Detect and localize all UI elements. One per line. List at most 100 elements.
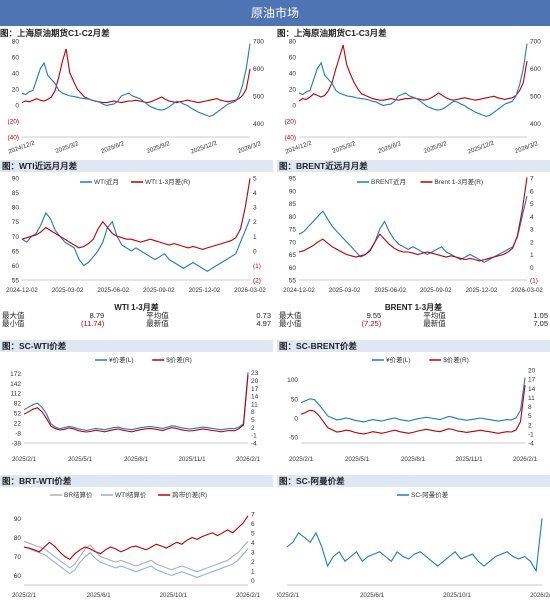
chart-sc-c1-c2: 80 60 40 20 0 (20) (40) 700 600 500 400 2024/12/2 20… <box>7 39 264 156</box>
y-tick-label: 0 <box>15 103 19 110</box>
legend-label: WTI结算价 <box>115 490 147 499</box>
y-tick-label: 100 <box>287 377 298 384</box>
x-tick-label: 2025/6/1 <box>360 592 385 599</box>
x-tick-label: 2025/2/1 <box>277 592 300 599</box>
chart-brt-wti: 90 80 70 60 7 6 5 4 3 2 1 0 2025/2/1 2025/6/1 2025/10/… <box>12 490 261 599</box>
y-tick-label: 60 <box>289 55 297 62</box>
y-right-tick-label: -1 <box>528 431 534 438</box>
x-tick-label: 2025/12/2 <box>190 139 219 155</box>
y-tick-label: 55 <box>289 278 297 285</box>
y-right-tick-label: 3 <box>251 549 255 556</box>
panel-title: 图：SC-WTI价差 <box>0 340 273 352</box>
y-tick-label: 85 <box>289 201 297 208</box>
stat-label: 最新值 <box>423 319 446 328</box>
y-tick-label: 70 <box>12 234 20 241</box>
y-right-tick-label: 20 <box>251 378 259 385</box>
series-line-0 <box>21 211 251 272</box>
y-right-tick-label: 2 <box>251 425 255 432</box>
x-tick-label: 2026/3/2 <box>514 140 540 155</box>
y-tick-label: 82 <box>14 401 22 408</box>
series-line-1 <box>298 177 528 262</box>
series-line-0 <box>21 48 251 104</box>
stat-value: 4.97 <box>256 319 271 328</box>
y-right-tick-label: 7 <box>251 511 255 518</box>
y-right-tick-label: 17 <box>251 386 259 393</box>
x-tick-label: 2026/2/1 <box>236 456 261 463</box>
y-right-tick-label: (1) <box>530 278 538 285</box>
y-tick-label: 20 <box>289 87 297 94</box>
y-tick-label: 40 <box>12 71 20 78</box>
y-tick-label: 52 <box>14 411 22 418</box>
stat-label: 平均值 <box>423 311 446 320</box>
stat-value: 9.55 <box>366 311 382 320</box>
x-tick-label: 2025-12-02 <box>189 287 221 294</box>
y-tick-label: 60 <box>289 265 297 272</box>
y-right-tick-label: 14 <box>528 386 536 393</box>
stats-row: 最小值 (7.25) 最新值 7.05 <box>277 320 550 328</box>
y-right-tick-label: 5 <box>251 530 255 537</box>
panel-sc-brent: 图：SC-BRENT价差 100 50 0 -50 20 17 14 11 8 5 2 -1 -4 202… <box>277 340 550 470</box>
panel-sc-c1-c2: 图：上海原油期货C1-C2月差 80 60 40 20 0 (20) (40) 700 600 5… <box>0 27 273 157</box>
y-right-tick-label: 0 <box>251 578 255 585</box>
y-right-tick-label: 700 <box>253 39 264 46</box>
x-tick-label: 2026/2/1 <box>236 592 261 599</box>
series-line-1 <box>23 375 249 433</box>
stats-row: 最小值 (11.74) 最新值 4.97 <box>0 320 273 328</box>
legend-label: 跨市价差(R) <box>172 490 207 499</box>
series-line-1 <box>300 385 526 435</box>
y-tick-label: 80 <box>289 39 297 46</box>
x-tick-label: 2025/11/1 <box>455 456 483 463</box>
y-right-tick-label: 1 <box>253 234 257 241</box>
y-right-tick-label: 2 <box>253 219 257 226</box>
legend-label: WTI 1-3月差(R) <box>145 177 190 186</box>
y-tick-label: 142 <box>10 381 21 388</box>
y-tick-label: 60 <box>12 55 20 62</box>
y-right-tick-label: 6 <box>530 188 534 195</box>
legend-label: BRENT近月 <box>371 177 406 186</box>
x-tick-label: 2025/5/1 <box>345 456 370 463</box>
legend-label: ¥价差(L) <box>109 355 134 364</box>
x-tick-label: 2025/6/1 <box>87 592 112 599</box>
y-tick-label: 80 <box>14 535 22 542</box>
y-right-tick-label: -1 <box>251 433 257 440</box>
legend-label: Brent 1-3月差(R) <box>434 177 483 186</box>
stat-label: 最新值 <box>146 319 169 328</box>
x-tick-label: 2024/12/2 <box>284 139 313 155</box>
y-right-tick-label: 400 <box>253 121 264 128</box>
brent-stats-table: 最大值 9.55 平均值 1.05 最小值 (7.25) 最新值 7.05 <box>277 312 550 328</box>
x-tick-label: 2025/12/2 <box>467 139 496 155</box>
wti-stats-table: 最大值 8.79 平均值 0.73 最小值 (11.74) 最新值 4.97 <box>0 312 273 328</box>
y-tick-label: -50 <box>289 435 299 442</box>
y-right-tick-label: 17 <box>528 377 536 384</box>
y-right-tick-label: 6 <box>251 521 255 528</box>
stat-value: (7.25) <box>361 319 382 328</box>
x-tick-label: 2024/12/2 <box>7 139 36 155</box>
series-line-0 <box>298 195 528 263</box>
y-right-tick-label: (2) <box>253 278 261 285</box>
x-tick-label: 2025-03-02 <box>52 287 84 294</box>
x-tick-label: 2026/3/2 <box>237 140 263 155</box>
x-tick-label: 2025/2/1 <box>12 592 37 599</box>
x-tick-label: 2026/2/1 <box>513 456 538 463</box>
y-tick-label: 65 <box>12 248 20 255</box>
x-tick-label: 2024-12-02 <box>283 287 315 294</box>
panel-brent-spread: 图：BRENT近远月月差 95 90 85 80 75 70 65 60 55 7 6 5 4 3 2 1 0(… <box>277 160 550 300</box>
y-right-tick-label: 2 <box>528 422 532 429</box>
x-tick-label: 2025/11/1 <box>178 456 206 463</box>
stat-value: 7.05 <box>533 319 548 328</box>
y-tick-label: 80 <box>289 214 297 221</box>
y-right-tick-label: 3 <box>253 205 257 212</box>
y-right-tick-label: -4 <box>528 441 534 448</box>
stat-label: 最小值 <box>2 319 25 328</box>
y-right-tick-label: 5 <box>251 417 255 424</box>
y-tick-label: -8 <box>15 431 21 438</box>
y-tick-label: 172 <box>10 371 21 378</box>
chart-sc-oman: 2025/2/1 2025/6/1 2025/10/1 2026/2/1 SC-阿曼价差 <box>277 490 550 599</box>
series-line-0 <box>300 377 526 423</box>
y-right-tick-label: 4 <box>253 190 257 197</box>
y-tick-label: 80 <box>12 205 20 212</box>
y-right-tick-label: 11 <box>251 401 258 408</box>
series-line-0 <box>298 44 528 102</box>
y-tick-label: 0 <box>294 416 298 423</box>
